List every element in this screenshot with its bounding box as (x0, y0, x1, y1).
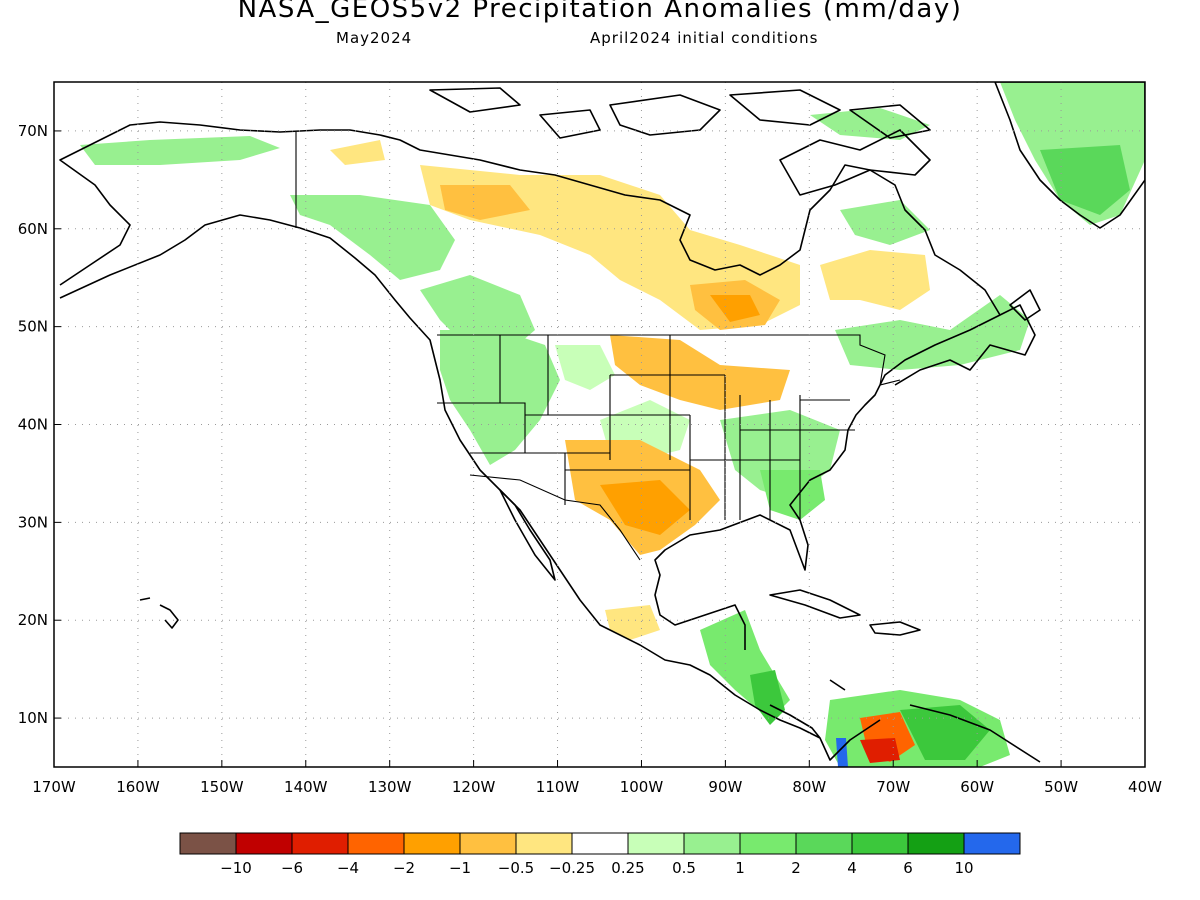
lon-tick-label: 40W (1128, 778, 1162, 796)
anomaly-patch (600, 480, 690, 535)
colorbar-swatch (291, 832, 349, 855)
colorbar-label: 4 (847, 859, 857, 877)
lon-tick-label: 120W (452, 778, 496, 796)
lat-tick-label: 10N (18, 709, 48, 727)
colorbar-label: −4 (337, 859, 359, 877)
us-canada-border (437, 334, 901, 386)
colorbar: −10 −6 −4 −2 −1 −0.5 −0.25 0.25 0.5 1 2 4 6 10 (179, 832, 1021, 877)
lon-tick-label: 170W (32, 778, 76, 796)
coastline-greenland (994, 82, 1145, 229)
colorbar-label: 6 (903, 859, 913, 877)
colorbar-label: 0.5 (672, 859, 696, 877)
coastline-arctic-islands (429, 87, 931, 139)
anomaly-patch (1040, 145, 1130, 215)
colorbar-swatch (347, 832, 405, 855)
anomaly-patch (440, 185, 530, 220)
lon-tick-label: 50W (1044, 778, 1078, 796)
colorbar-swatch (515, 832, 573, 855)
colorbar-swatch (571, 832, 629, 855)
lon-tick-label: 160W (116, 778, 160, 796)
political-boundaries (295, 132, 901, 561)
lat-tick-label: 30N (18, 513, 48, 531)
lon-tick-label: 90W (708, 778, 742, 796)
anomaly-patch (80, 136, 280, 165)
colorbar-label: −1 (449, 859, 471, 877)
anomaly-shading (80, 82, 1145, 767)
colorbar-label: 2 (791, 859, 801, 877)
colorbar-swatch (459, 832, 517, 855)
colorbar-swatch (627, 832, 685, 855)
colorbar-label: −6 (281, 859, 303, 877)
lat-tick-label: 60N (18, 220, 48, 238)
colorbar-label: 0.25 (611, 859, 644, 877)
colorbar-swatch (235, 832, 293, 855)
anomaly-patch (750, 670, 785, 725)
coastline-hispaniola (869, 621, 921, 636)
anomaly-patch (330, 140, 385, 165)
lat-tick-label: 70N (18, 122, 48, 140)
anomaly-patch (900, 705, 990, 760)
colorbar-swatch (851, 832, 909, 855)
coastlines (59, 82, 1145, 763)
coastline-north-america (59, 121, 1041, 763)
us-state-lines (437, 335, 855, 520)
colorbar-swatch (963, 832, 1021, 855)
valid-month-label: May2024 (336, 29, 413, 47)
lon-tick-label: 140W (284, 778, 328, 796)
lon-tick-label: 110W (536, 778, 580, 796)
anomaly-patch (860, 738, 900, 763)
colorbar-swatch (403, 832, 461, 855)
anomaly-patch (710, 295, 760, 322)
coastline-newfoundland (1009, 289, 1041, 321)
lon-tick-label: 70W (876, 778, 910, 796)
colorbar-swatch (907, 832, 965, 855)
colorbar-label: −10 (220, 859, 252, 877)
coastline-baffin-island (779, 129, 931, 196)
colorbar-swatch (739, 832, 797, 855)
anomaly-patch (835, 295, 1030, 370)
axis-ticks: 70N 60N 50N 40N 30N 20N 10N 170W 160W 150W 140W 130… (18, 122, 1162, 796)
colorbar-label: −0.5 (498, 859, 534, 877)
lon-tick-label: 130W (368, 778, 412, 796)
lon-tick-label: 150W (200, 778, 244, 796)
anomaly-patch (605, 605, 660, 640)
coastline-baja (499, 489, 556, 581)
colorbar-swatch (795, 832, 853, 855)
map-title: NASA_GEOS5v2 Precipitation Anomalies (mm… (237, 0, 963, 24)
lon-tick-label: 80W (792, 778, 826, 796)
anomaly-patch (290, 195, 455, 280)
anomaly-patch (610, 335, 790, 410)
colorbar-label: 1 (735, 859, 745, 877)
lat-tick-label: 40N (18, 416, 48, 434)
colorbar-swatch (683, 832, 741, 855)
lat-tick-label: 50N (18, 318, 48, 336)
anomaly-patch (820, 250, 930, 310)
lon-tick-label: 60W (960, 778, 994, 796)
lon-tick-label: 100W (620, 778, 664, 796)
colorbar-label: −0.25 (549, 859, 595, 877)
colorbar-swatch (179, 832, 237, 855)
anomaly-patch (555, 345, 615, 390)
lat-tick-label: 20N (18, 611, 48, 629)
us-mexico-border (469, 474, 641, 561)
anomaly-patch (840, 200, 930, 245)
colorbar-label: −2 (393, 859, 415, 877)
init-conditions-label: April2024 initial conditions (590, 29, 819, 47)
colorbar-label: 10 (954, 859, 973, 877)
coastline-hawaii (139, 597, 179, 629)
coastline-cuba (769, 589, 861, 619)
map-area (54, 82, 1145, 767)
